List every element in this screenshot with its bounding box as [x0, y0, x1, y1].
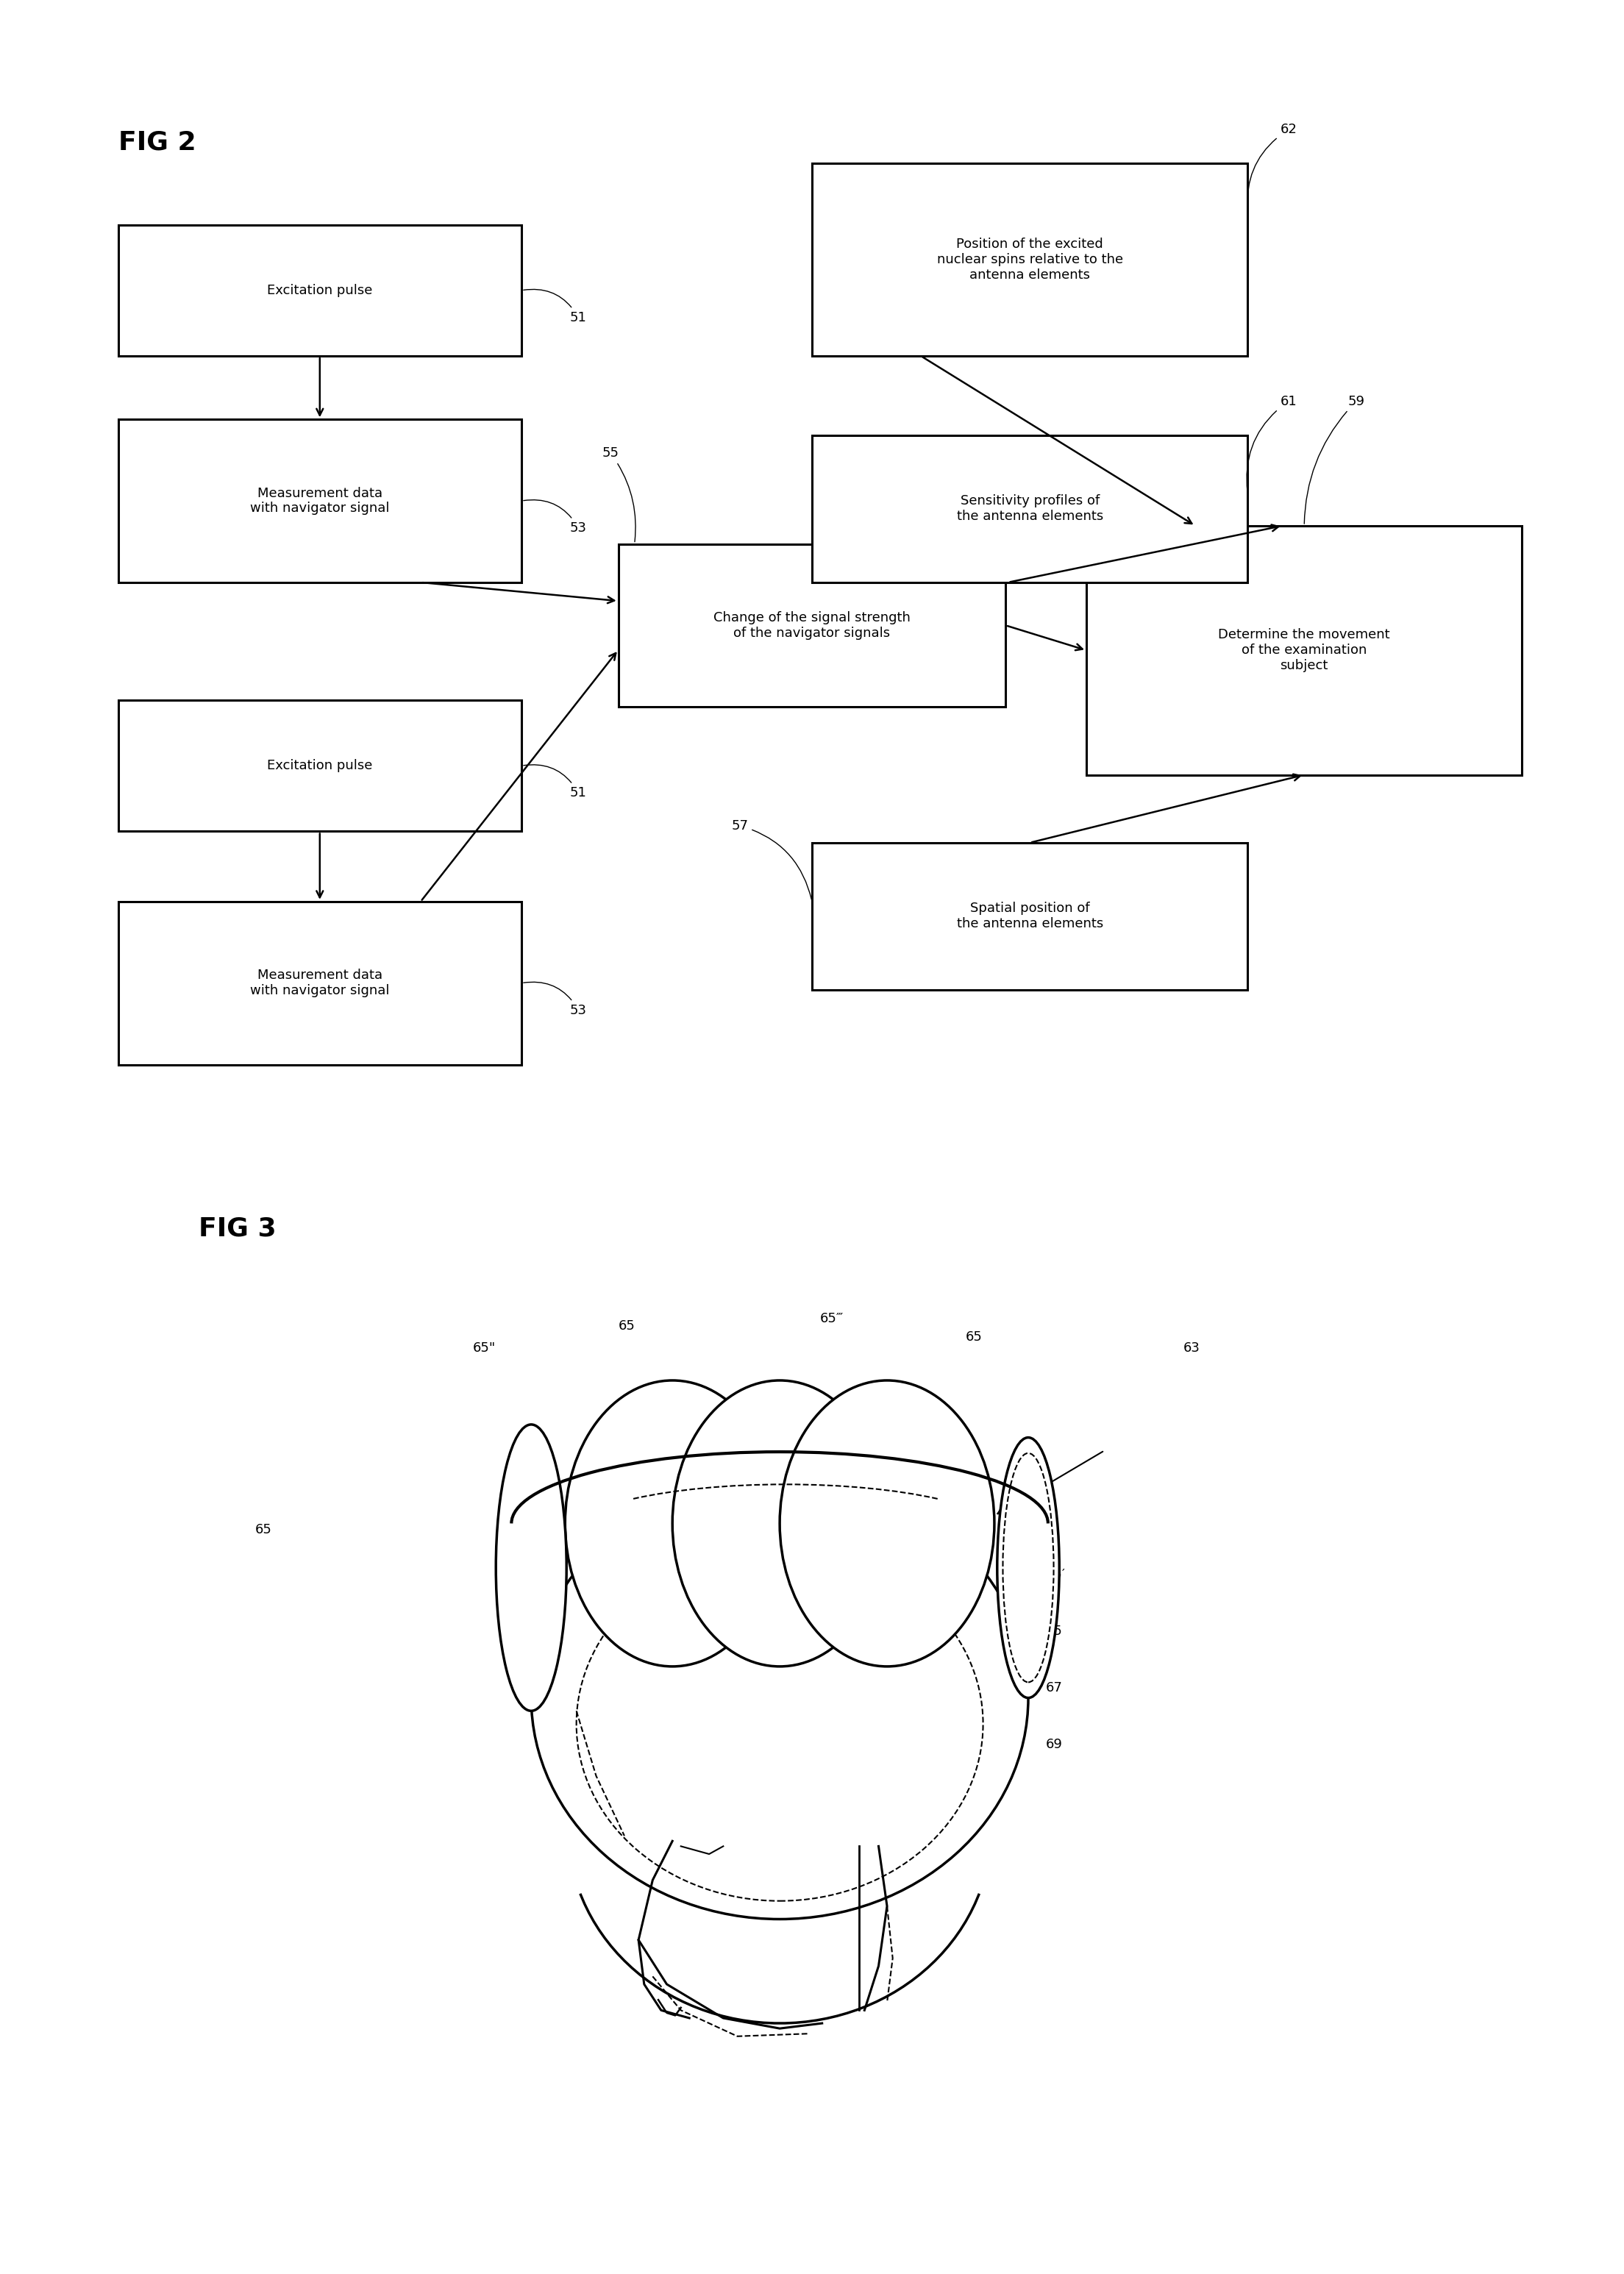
Text: 62: 62 [1247, 123, 1298, 209]
Text: FIG 3: FIG 3 [198, 1217, 276, 1242]
Text: 65′: 65′ [1046, 1569, 1065, 1580]
Ellipse shape [997, 1437, 1059, 1699]
Text: FIG 2: FIG 2 [119, 130, 197, 155]
Text: 65: 65 [965, 1330, 983, 1344]
Text: 55: 55 [603, 446, 635, 541]
Text: 65: 65 [619, 1319, 635, 1333]
Text: 69: 69 [1046, 1737, 1062, 1751]
Text: 65‴: 65‴ [820, 1312, 844, 1326]
Ellipse shape [495, 1424, 567, 1710]
Text: Sensitivity profiles of
the antenna elements: Sensitivity profiles of the antenna elem… [957, 493, 1103, 523]
Text: 65: 65 [255, 1524, 273, 1537]
FancyBboxPatch shape [119, 225, 521, 357]
FancyBboxPatch shape [812, 164, 1247, 357]
Text: 65: 65 [1046, 1624, 1062, 1637]
Ellipse shape [672, 1380, 887, 1667]
Text: 67: 67 [1046, 1680, 1062, 1694]
Text: 53: 53 [523, 982, 586, 1016]
FancyBboxPatch shape [812, 434, 1247, 582]
FancyBboxPatch shape [812, 844, 1247, 989]
Text: 61: 61 [1247, 396, 1296, 491]
FancyBboxPatch shape [119, 901, 521, 1064]
Text: Excitation pulse: Excitation pulse [266, 284, 372, 298]
Text: 53: 53 [523, 500, 586, 534]
Text: 65‴: 65‴ [643, 1433, 666, 1446]
FancyBboxPatch shape [119, 700, 521, 832]
Text: Spatial position of
the antenna elements: Spatial position of the antenna elements [957, 903, 1103, 930]
Text: Determine the movement
of the examination
subject: Determine the movement of the examinatio… [1218, 628, 1390, 673]
Text: 65": 65" [473, 1342, 495, 1355]
Text: Position of the excited
nuclear spins relative to the
antenna elements: Position of the excited nuclear spins re… [937, 239, 1122, 282]
Text: Measurement data
with navigator signal: Measurement data with navigator signal [250, 487, 390, 516]
Text: 51: 51 [523, 764, 586, 800]
Text: 63: 63 [1184, 1342, 1200, 1355]
Text: Excitation pulse: Excitation pulse [266, 760, 372, 773]
Text: Measurement data
with navigator signal: Measurement data with navigator signal [250, 969, 390, 998]
Ellipse shape [780, 1380, 994, 1667]
FancyBboxPatch shape [619, 543, 1005, 707]
FancyBboxPatch shape [1086, 525, 1522, 775]
Text: 51: 51 [523, 289, 586, 325]
FancyBboxPatch shape [119, 418, 521, 582]
Text: 59: 59 [1304, 396, 1364, 523]
Text: 57: 57 [731, 819, 812, 901]
Ellipse shape [565, 1380, 780, 1667]
Text: Change of the signal strength
of the navigator signals: Change of the signal strength of the nav… [713, 612, 911, 639]
